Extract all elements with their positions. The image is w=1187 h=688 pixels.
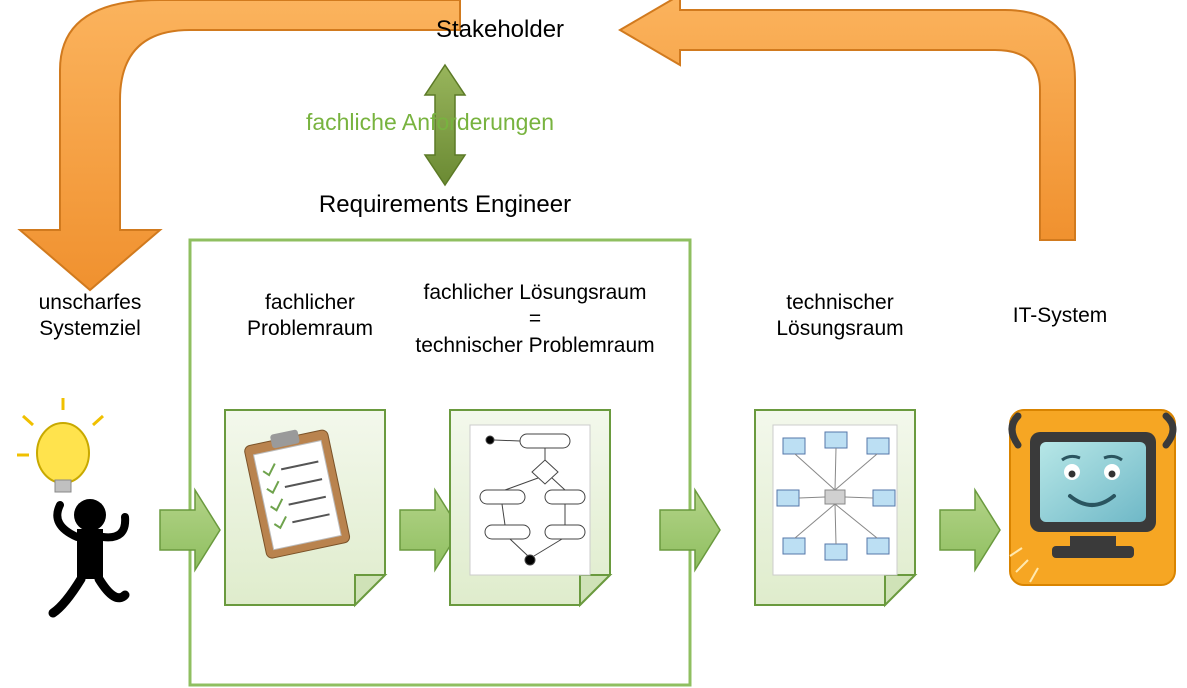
orange-arrow-right <box>620 0 1075 240</box>
stakeholder-label: Stakeholder <box>395 15 605 45</box>
note-clipboard <box>225 410 385 605</box>
note-network <box>755 410 915 605</box>
fachlicher-loesungsraum-label: fachlicher Lösungsraum = technischer Pro… <box>400 280 670 359</box>
it-system-label: IT-System <box>995 303 1125 329</box>
orange-arrow-left <box>20 0 460 290</box>
it-system-icon <box>1010 410 1175 585</box>
unscharfes-systemziel-label: unscharfes Systemziel <box>20 290 160 343</box>
requirements-engineer-label: Requirements Engineer <box>300 190 590 220</box>
technischer-loesungsraum-label: technischer Lösungsraum <box>750 290 930 343</box>
fachlicher-problemraum-label: fachlicher Problemraum <box>230 290 390 343</box>
note-uml <box>450 410 610 605</box>
idea-person-icon <box>17 398 125 613</box>
fachliche-anforderungen-label: fachliche Anforderungen <box>250 108 610 137</box>
